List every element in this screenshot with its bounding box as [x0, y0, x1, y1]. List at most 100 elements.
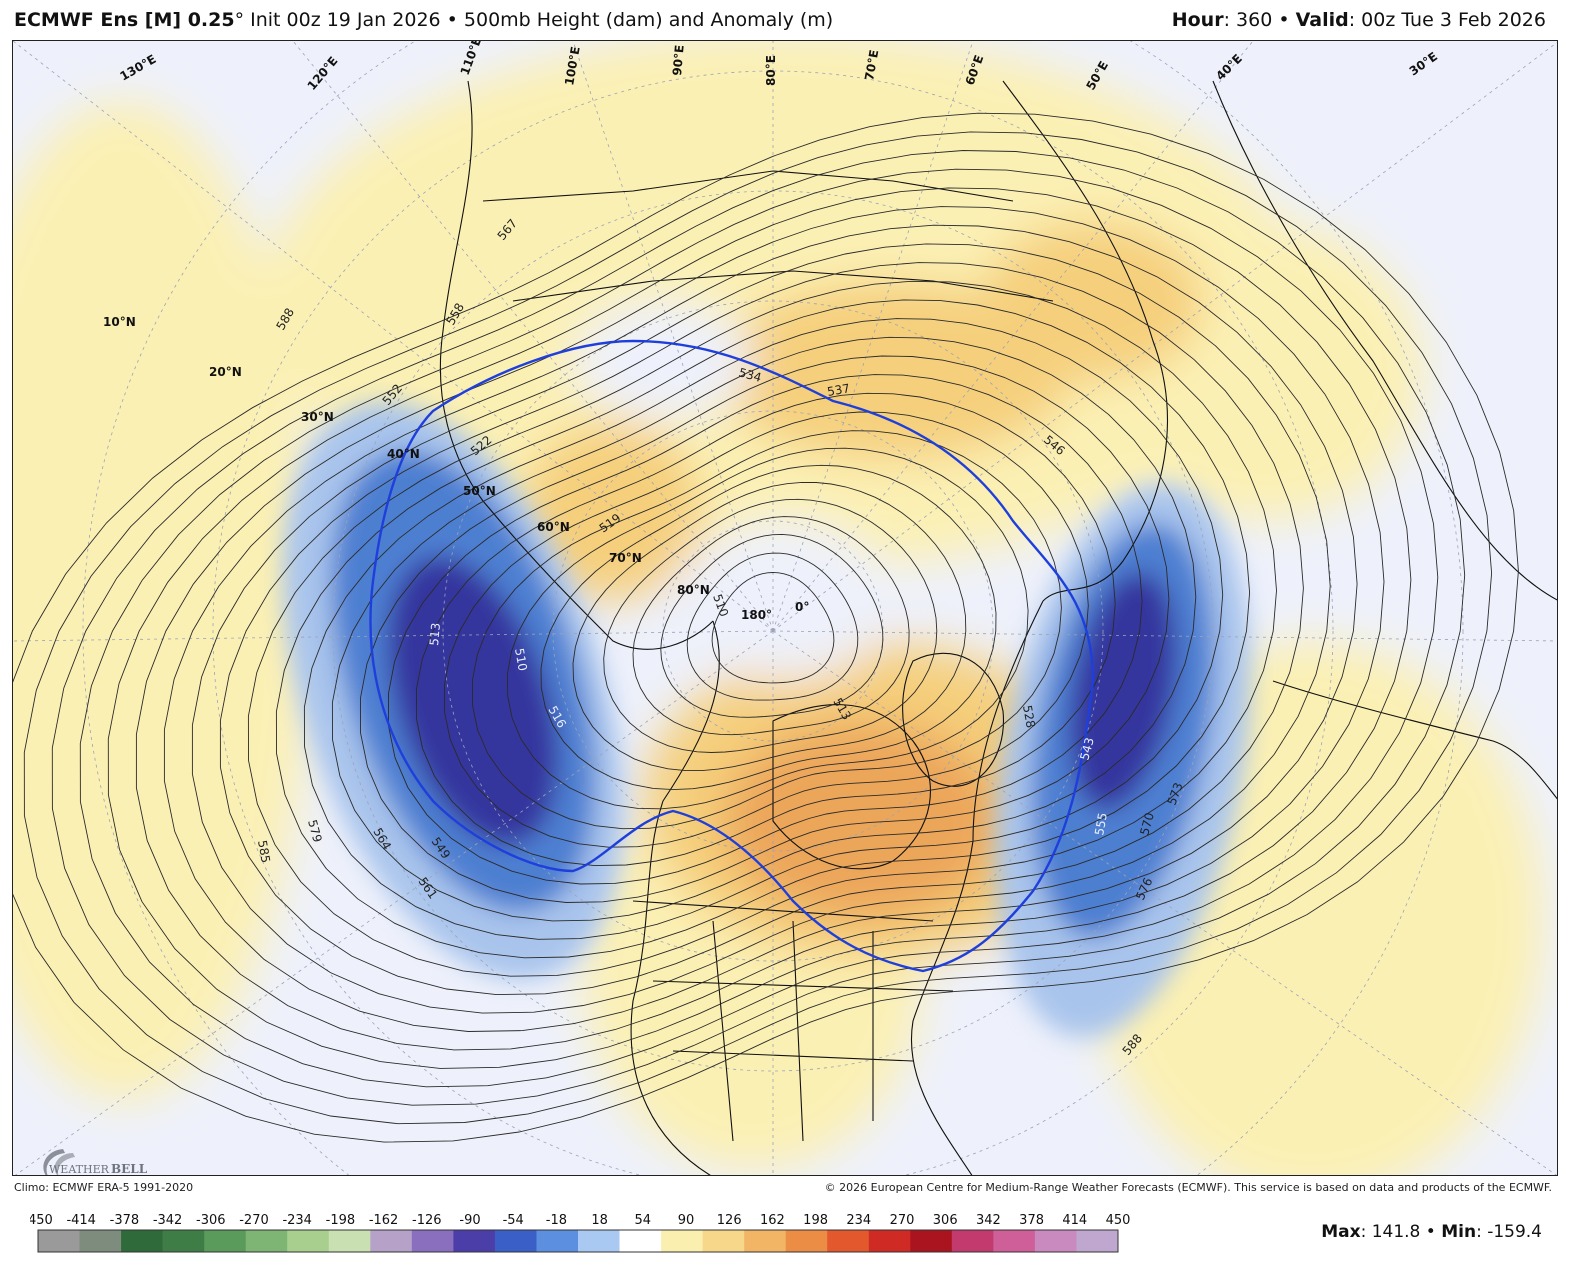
colorbar-tick-label: -162 — [369, 1213, 399, 1228]
map-panel: 10°N 20°N 30°N 40°N 50°N 60°N 70°N 80°N … — [12, 40, 1558, 1176]
height-contour-line — [416, 392, 1116, 867]
colorbar-tick-label: -234 — [282, 1213, 312, 1228]
height-contour-line — [275, 299, 1251, 959]
colorbar-tick-label: -414 — [66, 1213, 96, 1228]
colorbar-swatches — [37, 1229, 1119, 1253]
copyright-credit: © 2026 European Centre for Medium-Range … — [824, 1181, 1552, 1194]
lat-label-30n: 30°N — [301, 410, 334, 424]
colorbar-swatch — [827, 1230, 870, 1252]
asia-pacific-coast — [439, 80, 714, 650]
valid-value: : 00z Tue 3 Feb 2026 — [1348, 9, 1546, 31]
us-state-borders — [632, 900, 954, 1142]
colorbar-swatch — [744, 1230, 787, 1252]
asia-border-2 — [512, 270, 1054, 302]
degree-symbol: ° — [234, 9, 245, 31]
lat-label-60n: 60°N — [537, 520, 570, 534]
colorbar-swatch — [370, 1230, 413, 1252]
height-contour-line — [219, 262, 1304, 996]
contour-label: 555 — [1092, 812, 1110, 837]
height-contour-line — [13, 112, 1519, 1143]
hour-label: Hour — [1171, 9, 1224, 31]
height-contour-line — [303, 318, 1224, 940]
warm-anomaly-alaska — [523, 421, 703, 601]
colorbar-tick-label: 378 — [1019, 1213, 1044, 1228]
colorbar-swatch — [868, 1230, 911, 1252]
height-contour-line — [572, 481, 967, 772]
lat-label-70n: 70°N — [609, 551, 642, 565]
contour-label: 543 — [1077, 736, 1096, 762]
height-contour-line — [331, 336, 1197, 922]
colorbar-tick-label: 162 — [760, 1213, 785, 1228]
colorbar-border — [37, 1229, 1119, 1253]
colorbar-tick-label: 234 — [846, 1213, 871, 1228]
init-text: Init 00z 19 Jan 2026 • 500mb Height (dam… — [244, 9, 834, 31]
coastlines — [439, 80, 1557, 1175]
credit-row: Climo: ECMWF ERA-5 1991-2020 © 2026 Euro… — [12, 1178, 1558, 1198]
colorbar-swatch — [951, 1230, 994, 1252]
colorbar-tick-label: -18 — [546, 1213, 567, 1228]
colorbar-swatch — [494, 1230, 537, 1252]
colorbar-tick-label: -90 — [459, 1213, 480, 1228]
valid-label: Valid — [1295, 9, 1349, 31]
height-contour-line — [191, 243, 1331, 1014]
contour-label: 534 — [737, 365, 763, 384]
colorbar-swatch — [1034, 1230, 1077, 1252]
contour-label: 585 — [255, 839, 273, 864]
lon-label-180: 180° — [741, 608, 772, 622]
colorbar-tick-label: -54 — [503, 1213, 524, 1228]
neutral-area-kamchatka — [573, 301, 753, 421]
anomaly-colorbar: -450 -414 -378 -342 -306 -270 -234 -198 -162 -126… — [30, 1213, 1130, 1253]
colorbar-tick-label: -342 — [153, 1213, 183, 1228]
climo-credit: Climo: ECMWF ERA-5 1991-2020 — [14, 1181, 194, 1194]
max-value: : 141.8 • — [1360, 1222, 1442, 1242]
colorbar-swatch — [619, 1230, 662, 1252]
lon-label-80e: 80°E — [764, 55, 778, 86]
height-contour-line — [135, 206, 1385, 1051]
warm-anomaly-pacific — [13, 101, 313, 1101]
contour-label: 570 — [1137, 811, 1156, 837]
colorbar-tick-label: 90 — [678, 1213, 695, 1228]
colorbar-swatch — [245, 1230, 288, 1252]
colorbar-tick-label: 270 — [890, 1213, 915, 1228]
height-contour-line — [660, 533, 884, 718]
colorbar-swatch — [578, 1230, 620, 1252]
north-africa-coast — [1272, 680, 1557, 800]
colorbar-swatch — [79, 1230, 122, 1252]
height-contour-line — [163, 224, 1358, 1032]
lat-label-50n: 50°N — [463, 484, 496, 498]
model-name: ECMWF Ens [M] 0.25 — [14, 9, 235, 31]
lon-label-70e: 70°E — [862, 49, 881, 82]
colorbar-tick-label: 342 — [976, 1213, 1001, 1228]
colorbar-swatch — [121, 1230, 164, 1252]
height-contour-line — [506, 447, 1029, 810]
colorbar-swatch — [204, 1230, 247, 1252]
colorbar-swatch — [661, 1230, 704, 1252]
warm-anomaly-scandinavia — [983, 221, 1203, 381]
height-contour-line — [632, 516, 910, 736]
graticule — [13, 41, 1557, 1175]
colorbar-swatch — [1076, 1230, 1119, 1252]
colorbar-tick-label: 414 — [1062, 1213, 1087, 1228]
height-contour-line — [247, 280, 1277, 977]
colorbar-swatch — [411, 1230, 454, 1252]
colorbar-tick-label: 450 — [1106, 1213, 1130, 1228]
colorbar-swatch — [162, 1230, 205, 1252]
colorbar-swatch — [328, 1230, 371, 1252]
valid-time: Hour: 360 • Valid: 00z Tue 3 Feb 2026 — [1172, 9, 1546, 31]
contour-label: 537 — [826, 381, 851, 399]
max-label: Max — [1321, 1222, 1361, 1242]
contour-543-highlight — [369, 339, 1095, 973]
colorbar-tick-label: 126 — [717, 1213, 742, 1228]
height-contour-line — [472, 430, 1062, 830]
colorbar-swatch — [38, 1230, 80, 1252]
warm-anomaly-siberia — [713, 281, 1073, 461]
colorbar-swatch — [785, 1230, 828, 1252]
height-contour-line — [603, 498, 938, 753]
colorbar-tick-label: -198 — [326, 1213, 356, 1228]
latitude-labels: 10°N 20°N 30°N 40°N 50°N 60°N 70°N 80°N — [103, 315, 710, 597]
colorbar-tick-label: 306 — [933, 1213, 958, 1228]
asia-border-1 — [482, 170, 1014, 202]
logo-swirl-icon — [43, 1149, 65, 1175]
anomaly-shading — [13, 41, 1543, 1175]
colorbar-swatch — [910, 1230, 953, 1252]
